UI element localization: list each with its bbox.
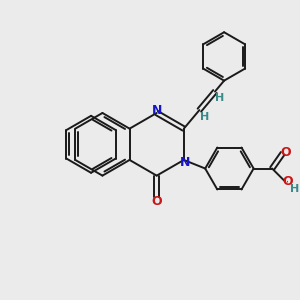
Text: H: H [290,184,299,194]
Text: O: O [283,175,293,188]
Text: N: N [180,156,190,169]
Text: H: H [215,93,224,103]
Text: N: N [152,104,162,117]
Text: O: O [152,195,162,208]
Text: H: H [200,112,209,122]
Text: O: O [281,146,292,159]
